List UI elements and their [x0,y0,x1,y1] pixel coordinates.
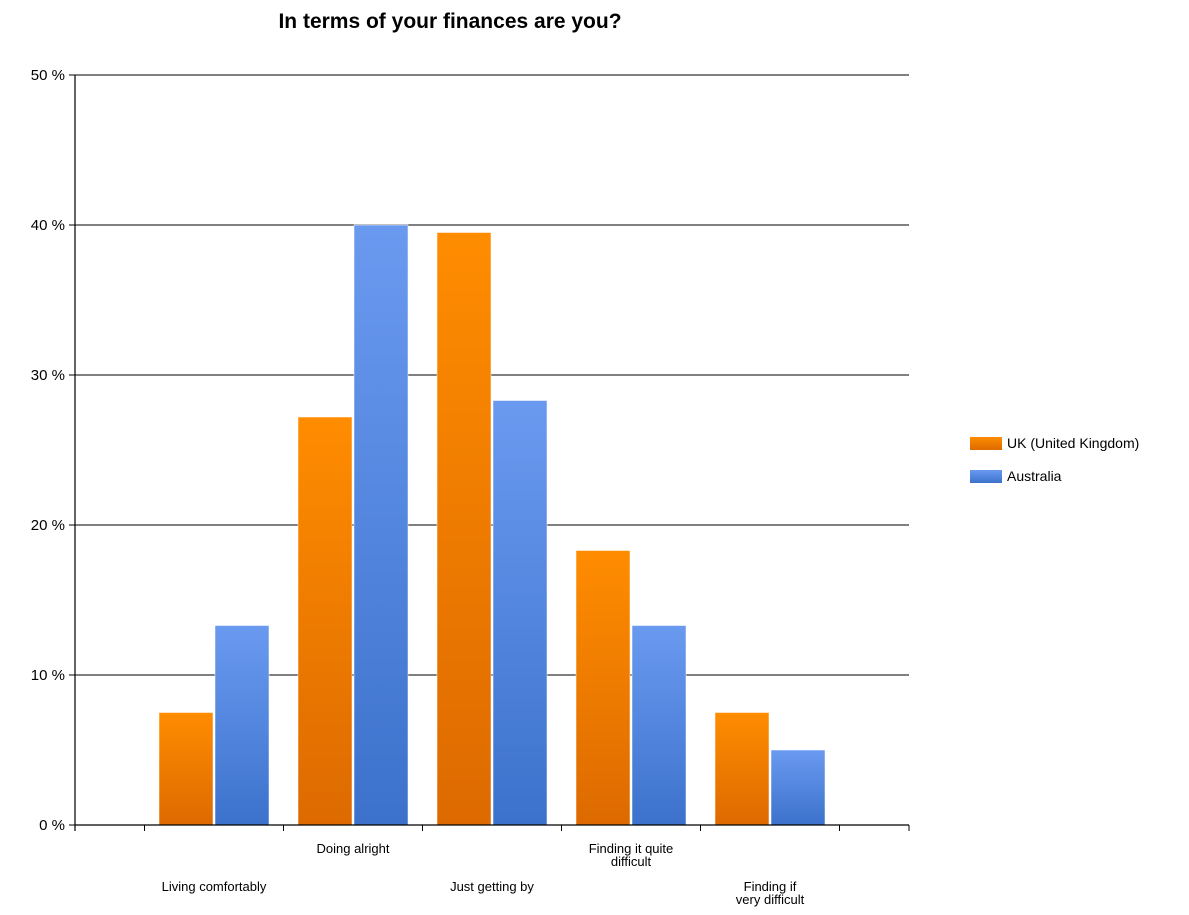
legend-item-australia: Australia [970,465,1139,487]
y-tick-labels: 0 % 10 % 20 % 30 % 40 % 50 % [31,67,65,834]
bar-uk-1 [297,416,353,826]
legend: UK (United Kingdom) Australia [970,432,1139,498]
x-tick-label: Finding it quite difficult [589,841,674,869]
chart-title: In terms of your finances are you? [278,10,622,33]
bar-australia-2 [492,400,548,826]
bar-uk-3 [575,550,631,826]
bar-uk-0 [158,712,214,826]
x-tick-label: Just getting by [450,879,534,894]
y-tick-label: 10 % [31,667,65,684]
legend-swatch-australia [970,469,1002,483]
bar-australia-0 [214,625,270,826]
x-tick-label: Doing alright [317,841,390,856]
x-tick-label: Finding if very difficult [736,879,805,907]
axes [74,75,910,831]
y-tick-label: 0 % [39,817,65,834]
bar-australia-1 [353,224,409,826]
bar-uk-2 [436,232,492,826]
legend-label-australia: Australia [1007,468,1062,484]
legend-swatch-uk [970,436,1002,450]
bars [158,224,826,826]
gridlines [69,74,909,826]
x-tick-label: Living comfortably [162,879,267,894]
y-tick-label: 40 % [31,217,65,234]
legend-label-uk: UK (United Kingdom) [1007,435,1140,451]
y-tick-label: 30 % [31,367,65,384]
bar-uk-4 [714,712,770,826]
legend-item-uk: UK (United Kingdom) [970,432,1139,454]
bar-australia-4 [770,749,826,826]
bar-australia-3 [631,625,687,826]
x-tick-labels: Living comfortably Doing alright Just gett… [162,841,805,907]
y-tick-label: 50 % [31,67,65,84]
y-tick-label: 20 % [31,517,65,534]
